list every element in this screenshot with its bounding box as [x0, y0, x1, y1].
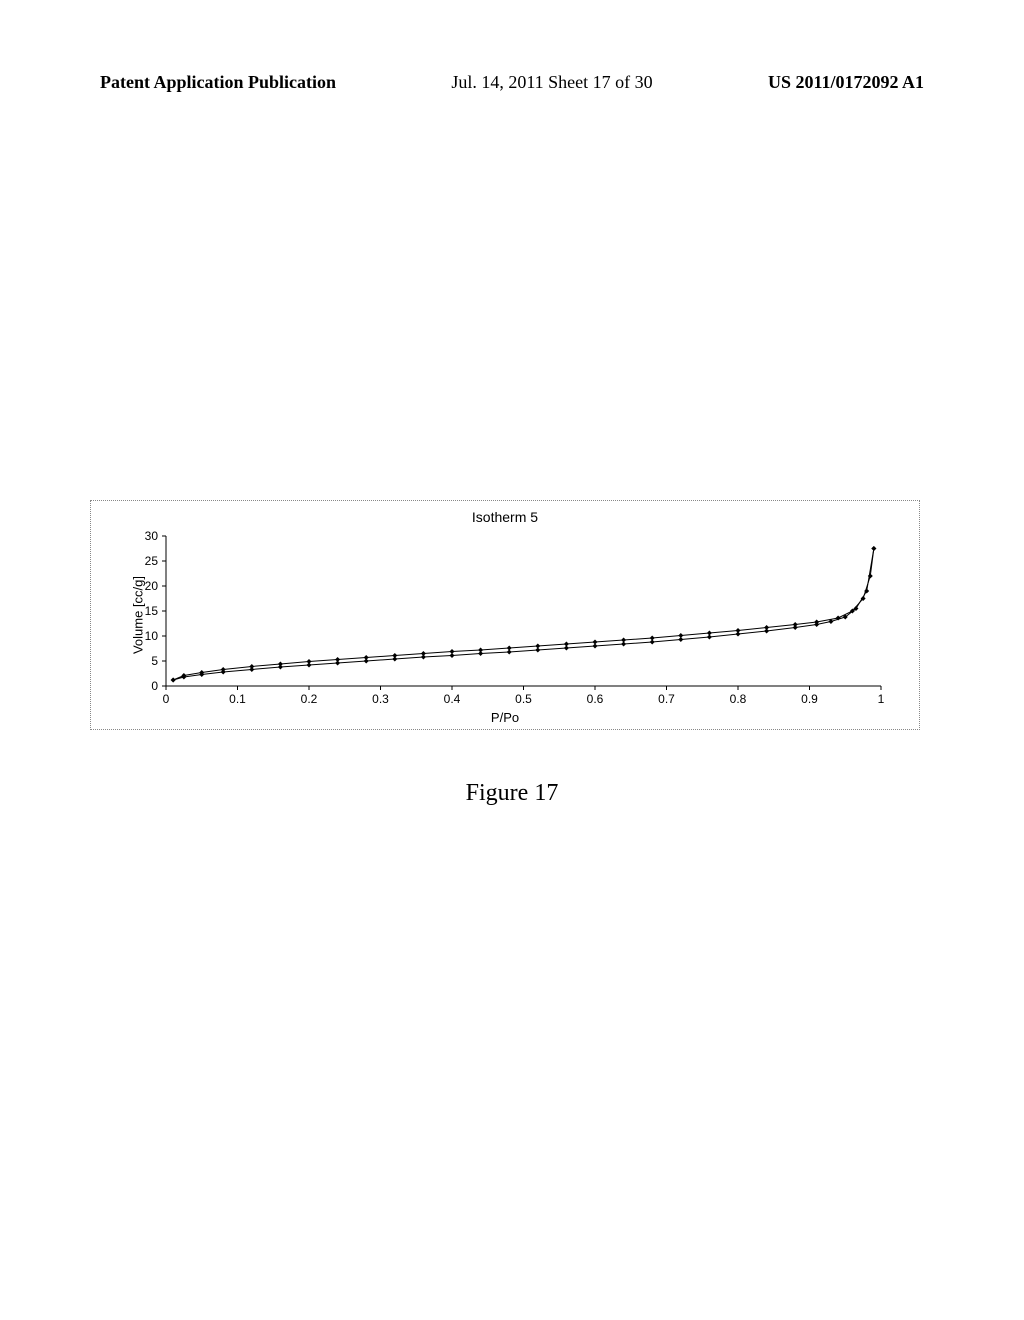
y-tick-label: 30	[134, 529, 158, 543]
x-tick-label: 0.4	[437, 692, 467, 706]
x-tick-label: 0.7	[652, 692, 682, 706]
header-date-sheet: Jul. 14, 2011 Sheet 17 of 30	[451, 72, 652, 93]
page-header: Patent Application Publication Jul. 14, …	[0, 72, 1024, 93]
x-tick-label: 0	[151, 692, 181, 706]
x-tick-label: 0.5	[509, 692, 539, 706]
isotherm-chart: Isotherm 5 Volume [cc/g] 051015202530 00…	[90, 500, 920, 730]
plot-area	[161, 531, 891, 691]
x-axis-label: P/Po	[91, 710, 919, 725]
x-tick-label: 0.3	[366, 692, 396, 706]
x-tick-label: 0.9	[795, 692, 825, 706]
x-tick-label: 0.6	[580, 692, 610, 706]
x-tick-label: 1	[866, 692, 896, 706]
y-tick-label: 15	[134, 604, 158, 618]
x-tick-label: 0.2	[294, 692, 324, 706]
chart-svg	[161, 531, 891, 691]
y-tick-label: 0	[134, 679, 158, 693]
chart-title: Isotherm 5	[91, 509, 919, 525]
x-tick-label: 0.1	[223, 692, 253, 706]
header-publication: Patent Application Publication	[100, 72, 336, 93]
figure-caption: Figure 17	[0, 780, 1024, 807]
y-tick-label: 5	[134, 654, 158, 668]
y-tick-label: 20	[134, 579, 158, 593]
y-tick-label: 25	[134, 554, 158, 568]
x-tick-label: 0.8	[723, 692, 753, 706]
y-tick-label: 10	[134, 629, 158, 643]
header-docket: US 2011/0172092 A1	[768, 72, 924, 93]
